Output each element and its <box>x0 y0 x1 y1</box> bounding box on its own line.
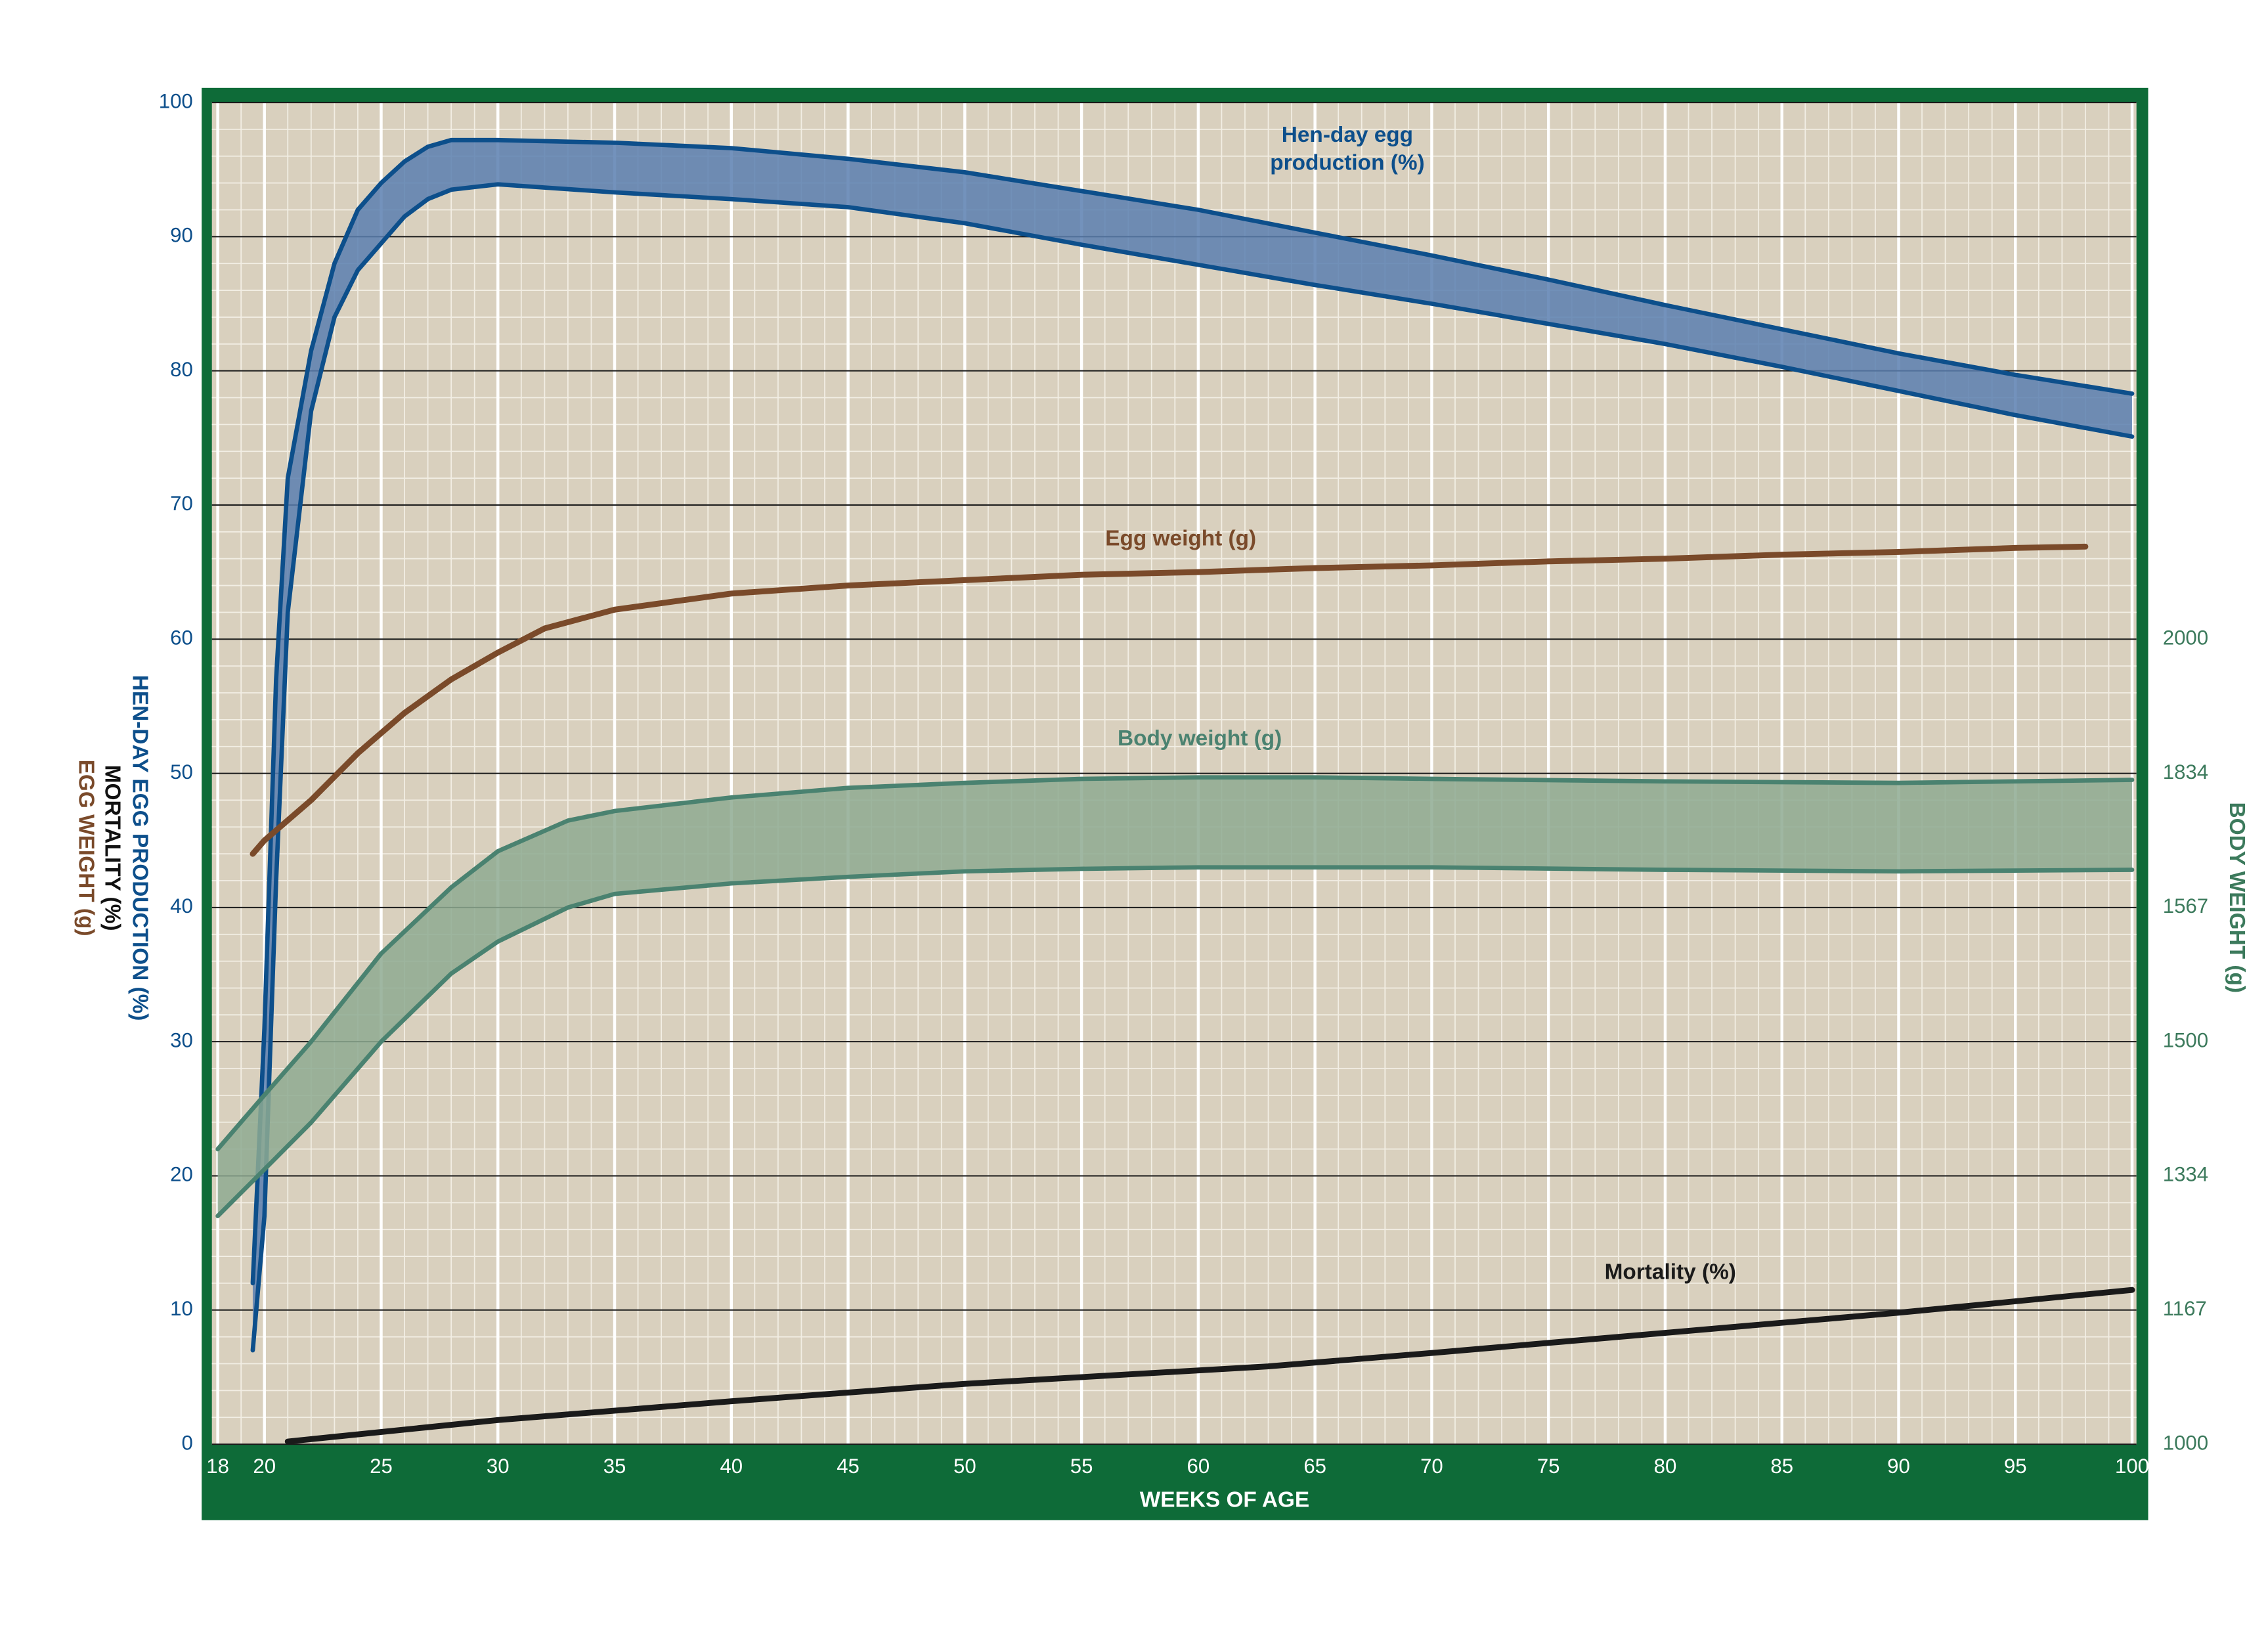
grid <box>211 102 2137 1445</box>
x-axis-title: WEEKS OF AGE <box>1140 1488 1309 1512</box>
x-tick-label: 50 <box>953 1455 976 1478</box>
y-tick-label: 100 <box>159 89 193 112</box>
band-lower-line <box>250 182 2135 1353</box>
y-tick-label: 10 <box>170 1297 193 1320</box>
y-tick-label: 20 <box>170 1163 193 1186</box>
y-tick-label: 90 <box>170 224 193 247</box>
y-tick-label: 30 <box>170 1028 193 1051</box>
series-line <box>250 137 2135 1286</box>
series-label: Body weight (g) <box>1118 726 1282 751</box>
y2-tick-label: 1567 <box>2163 894 2208 917</box>
marks <box>215 137 2135 1445</box>
x-tick-label: 55 <box>1070 1455 1093 1478</box>
y-axis-title: HEN-DAY EGG PRODUCTION (%) <box>128 675 152 1021</box>
x-tick-label: 35 <box>603 1455 626 1478</box>
x-tick-label: 30 <box>487 1455 510 1478</box>
y-axis-title: MORTALITY (%) <box>100 765 124 931</box>
y2-tick-label: 1834 <box>2163 760 2208 783</box>
x-tick-label: 100 <box>2115 1455 2149 1478</box>
series-line <box>215 775 2135 1152</box>
y2-tick-label: 1000 <box>2163 1431 2208 1454</box>
y2-tick-label: 1167 <box>2163 1297 2207 1320</box>
y2-tick-label: 1500 <box>2163 1028 2208 1051</box>
y-axis-title: EGG WEIGHT (g) <box>74 760 98 936</box>
x-tick-label: 70 <box>1420 1455 1443 1478</box>
x-tick-label: 75 <box>1537 1455 1560 1478</box>
x-tick-label: 65 <box>1303 1455 1326 1478</box>
y-tick-label: 50 <box>170 760 193 783</box>
x-tick-label: 18 <box>206 1455 229 1478</box>
y2-axis-title: BODY WEIGHT (g) <box>2225 803 2249 993</box>
y-tick-label: 60 <box>170 627 193 650</box>
series-line <box>250 543 2089 857</box>
x-tick-label: 40 <box>720 1455 743 1478</box>
x-tick-label: 45 <box>837 1455 860 1478</box>
x-tick-label: 25 <box>370 1455 393 1478</box>
band-lower-line <box>215 865 2135 1218</box>
x-tick-label: 80 <box>1654 1455 1677 1478</box>
y-tick-label: 80 <box>170 358 193 381</box>
series-label: Egg weight (g) <box>1105 526 1256 550</box>
y2-tick-label: 1334 <box>2163 1163 2208 1186</box>
x-tick-label: 95 <box>2004 1455 2027 1478</box>
x-tick-label: 90 <box>1887 1455 1910 1478</box>
series-line <box>284 1287 2135 1445</box>
x-tick-label: 60 <box>1187 1455 1210 1478</box>
y-tick-label: 40 <box>170 894 193 917</box>
labels: 18 20 25 30 35 40 45 50 55 60 65 70 75 80 85 90 95 100010… <box>159 89 2208 1478</box>
series-label: production (%) <box>1270 150 1424 175</box>
x-tick-label: 85 <box>1770 1455 1793 1478</box>
series-label: Mortality (%) <box>1605 1260 1736 1285</box>
y2-tick-label: 2000 <box>2163 627 2208 650</box>
series-label: Hen-day egg <box>1282 123 1413 147</box>
x-tick-label: 20 <box>253 1455 276 1478</box>
y-tick-label: 0 <box>181 1431 192 1454</box>
y-tick-label: 70 <box>170 492 193 515</box>
band-area <box>217 777 2133 1216</box>
